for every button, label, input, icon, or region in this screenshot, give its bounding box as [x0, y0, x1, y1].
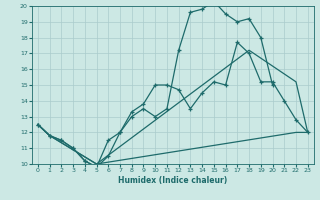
- X-axis label: Humidex (Indice chaleur): Humidex (Indice chaleur): [118, 176, 228, 185]
